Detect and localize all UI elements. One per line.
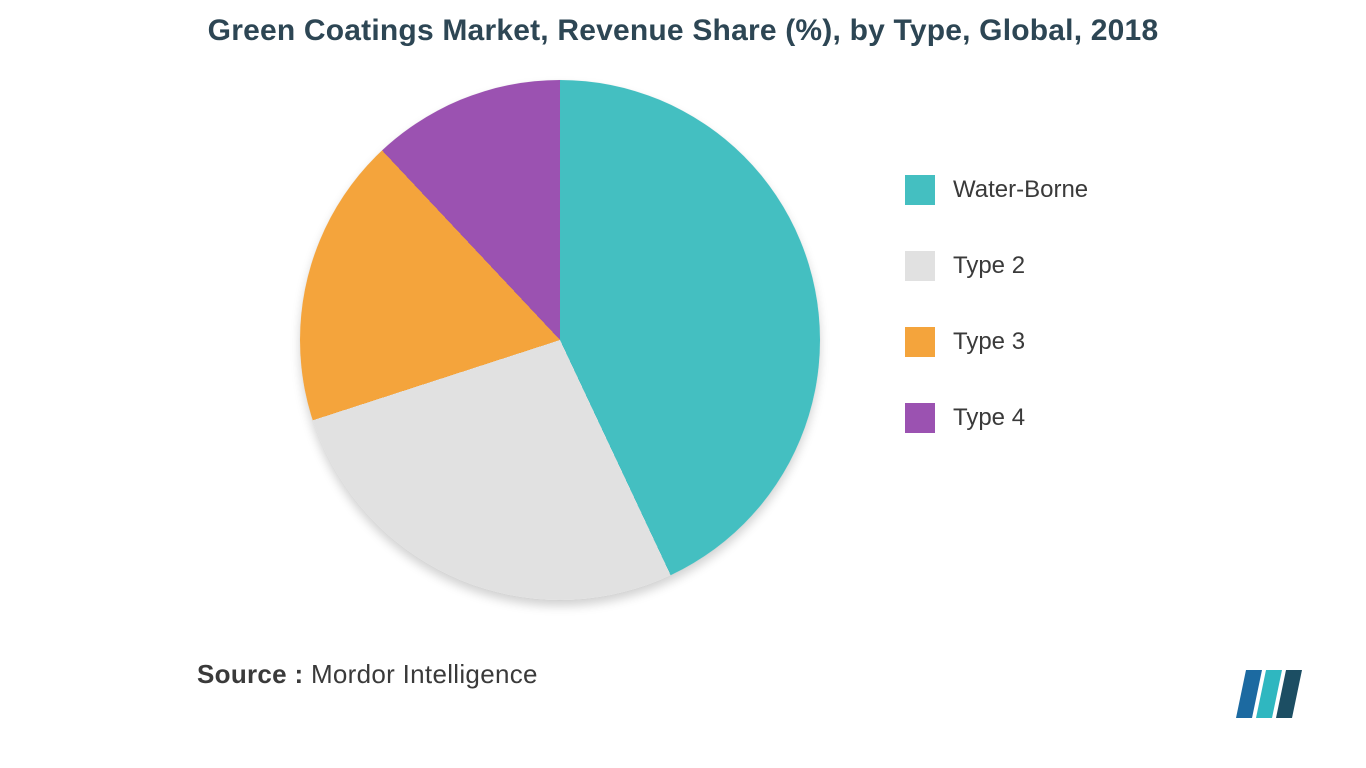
legend: Water-Borne Type 2 Type 3 Type 4	[905, 175, 1088, 433]
chart-container: Green Coatings Market, Revenue Share (%)…	[0, 0, 1366, 768]
legend-swatch	[905, 175, 935, 205]
brand-logo	[1236, 670, 1306, 718]
legend-label: Type 2	[953, 252, 1025, 280]
source-line: Source : Mordor Intelligence	[197, 659, 538, 690]
pie-area	[300, 80, 820, 600]
chart-title: Green Coatings Market, Revenue Share (%)…	[0, 14, 1366, 48]
legend-item: Type 2	[905, 251, 1088, 281]
legend-swatch	[905, 251, 935, 281]
source-value: Mordor Intelligence	[303, 659, 537, 689]
legend-swatch	[905, 327, 935, 357]
source-label: Source :	[197, 659, 303, 689]
legend-item: Water-Borne	[905, 175, 1088, 205]
pie-chart	[300, 80, 820, 600]
legend-item: Type 4	[905, 403, 1088, 433]
brand-logo-svg	[1236, 670, 1306, 718]
legend-label: Type 4	[953, 404, 1025, 432]
legend-label: Type 3	[953, 328, 1025, 356]
legend-item: Type 3	[905, 327, 1088, 357]
legend-swatch	[905, 403, 935, 433]
legend-label: Water-Borne	[953, 176, 1088, 204]
